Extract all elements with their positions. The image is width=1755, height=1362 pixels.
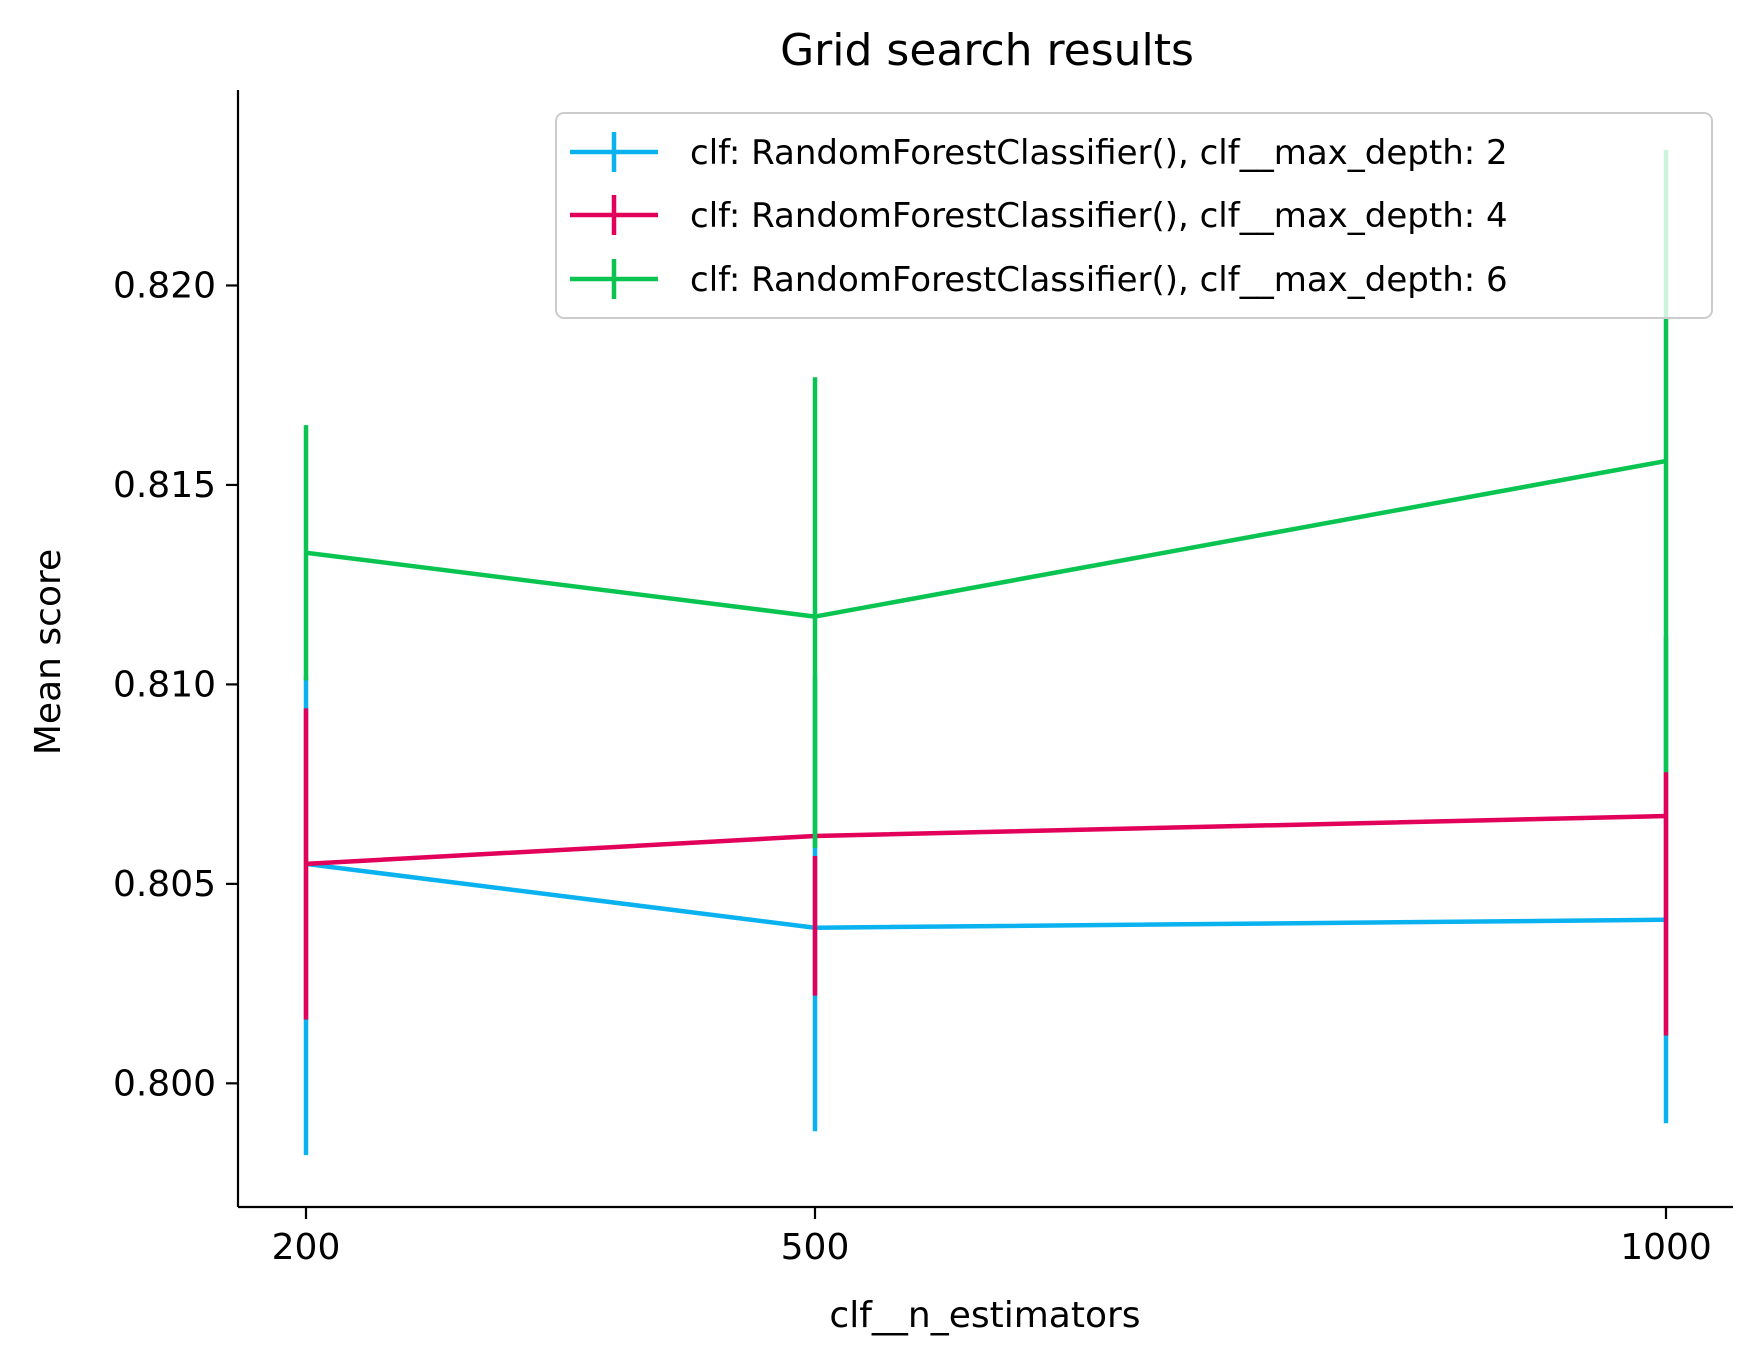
legend-box <box>555 112 1713 319</box>
chart-title: Grid search results <box>780 25 1194 76</box>
x-axis-title: clf__n_estimators <box>829 1295 1140 1336</box>
y-tick-label: 0.810 <box>113 664 216 705</box>
y-tick-label: 0.815 <box>113 465 216 506</box>
x-tick-label: 1000 <box>1620 1227 1712 1268</box>
series-line <box>305 458 1667 619</box>
legend-label: clf: RandomForestClassifier(), clf__max_… <box>690 260 1508 300</box>
series-layer <box>303 149 1669 1156</box>
x-tick-label: 500 <box>781 1227 850 1268</box>
y-tick-label: 0.820 <box>113 265 216 306</box>
y-tick-label: 0.800 <box>113 1063 216 1104</box>
series-2 <box>303 708 1669 1036</box>
legend-item: clf: RandomForestClassifier(), clf__max_… <box>570 132 1508 173</box>
legend-items: clf: RandomForestClassifier(), clf__max_… <box>570 132 1508 300</box>
series-line <box>305 861 1667 930</box>
legend-label: clf: RandomForestClassifier(), clf__max_… <box>690 196 1508 236</box>
series-1 <box>303 636 1669 1156</box>
legend-item: clf: RandomForestClassifier(), clf__max_… <box>570 259 1508 300</box>
x-tick-label: 200 <box>272 1227 341 1268</box>
legend-label: clf: RandomForestClassifier(), clf__max_… <box>690 133 1508 173</box>
x-ticks: 200 500 1000 <box>272 1207 1712 1268</box>
legend: clf: RandomForestClassifier(), clf__max_… <box>555 112 1713 319</box>
legend-item: clf: RandomForestClassifier(), clf__max_… <box>570 195 1508 236</box>
y-tick-label: 0.805 <box>113 864 216 905</box>
axes <box>236 90 1733 1209</box>
y-axis-title: Mean score <box>28 549 69 755</box>
series-line <box>305 813 1667 867</box>
y-ticks: 0.800 0.805 0.810 0.815 0.820 <box>113 265 238 1104</box>
